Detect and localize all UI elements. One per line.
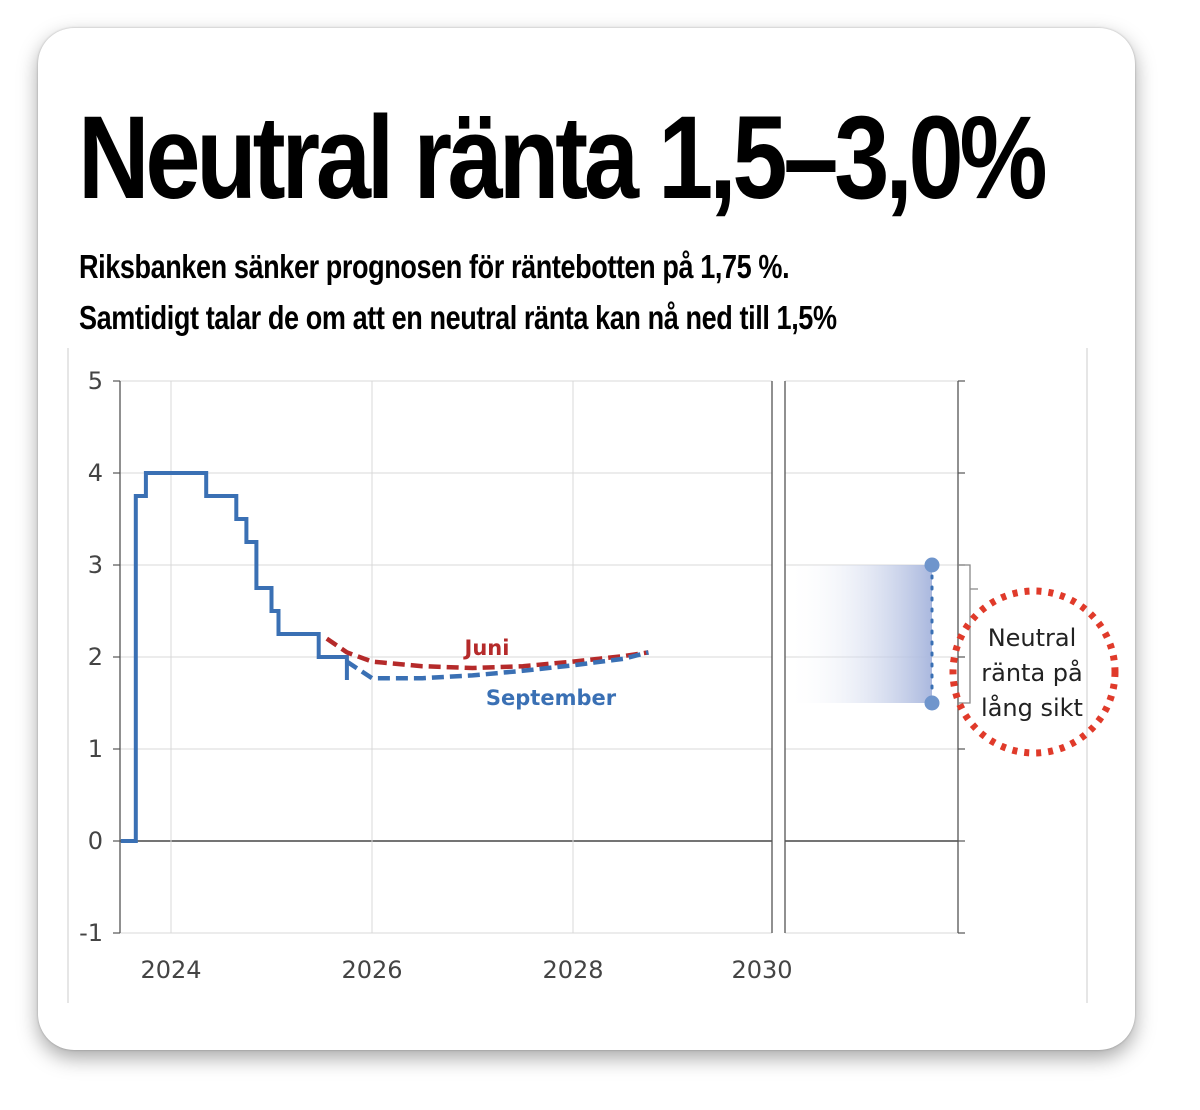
highlight-circle (949, 587, 1119, 757)
page-title: Neutral ränta 1,5–3,0% (78, 92, 1048, 224)
neutral-rate-annotation: Neutral ränta på lång sikt (924, 557, 1119, 757)
y-tick-label: 2 (88, 643, 103, 671)
series-line-policy-rate (120, 471, 349, 843)
y-tick-label: -1 (79, 919, 103, 947)
card (38, 28, 1135, 1050)
neutral-rate-label-line: Neutral (988, 624, 1077, 652)
series-line-september (345, 650, 649, 681)
series-line-juni (325, 636, 649, 671)
x-tick-label: 2024 (140, 956, 201, 984)
chart-frame (67, 348, 1088, 1003)
x-tick-label: 2030 (731, 956, 792, 984)
neutral-rate-band (787, 565, 932, 703)
y-tick-label: 1 (88, 735, 103, 763)
neutral-rate-low-point (924, 695, 940, 711)
subtitle-line-2: Samtidigt talar de om att en neutral rän… (79, 299, 837, 336)
neutral-rate-range-band (787, 565, 932, 703)
chart-lines (120, 471, 649, 843)
y-tick-label: 3 (88, 551, 103, 579)
neutral-rate-high-point (924, 557, 940, 573)
neutral-rate-label-line: ränta på (981, 658, 1082, 687)
subtitle-line-1: Riksbanken sänker prognosen för räntebot… (79, 248, 790, 285)
y-tick-label: 0 (88, 827, 103, 855)
series-label-juni: Juni (463, 636, 510, 660)
neutral-rate-bracket (958, 564, 978, 704)
x-tick-label: 2026 (341, 956, 402, 984)
y-tick-label: 4 (88, 459, 103, 487)
series-label-september: September (486, 686, 617, 710)
chart-axes (113, 380, 965, 934)
x-tick-label: 2028 (542, 956, 603, 984)
chart-labels: 5 4 3 2 1 0 -1 2024 2026 2028 2030 Juni September (79, 367, 792, 984)
y-tick-label: 5 (88, 367, 103, 395)
neutral-rate-label-line: lång sikt (981, 693, 1083, 722)
chart-grid (120, 380, 958, 934)
